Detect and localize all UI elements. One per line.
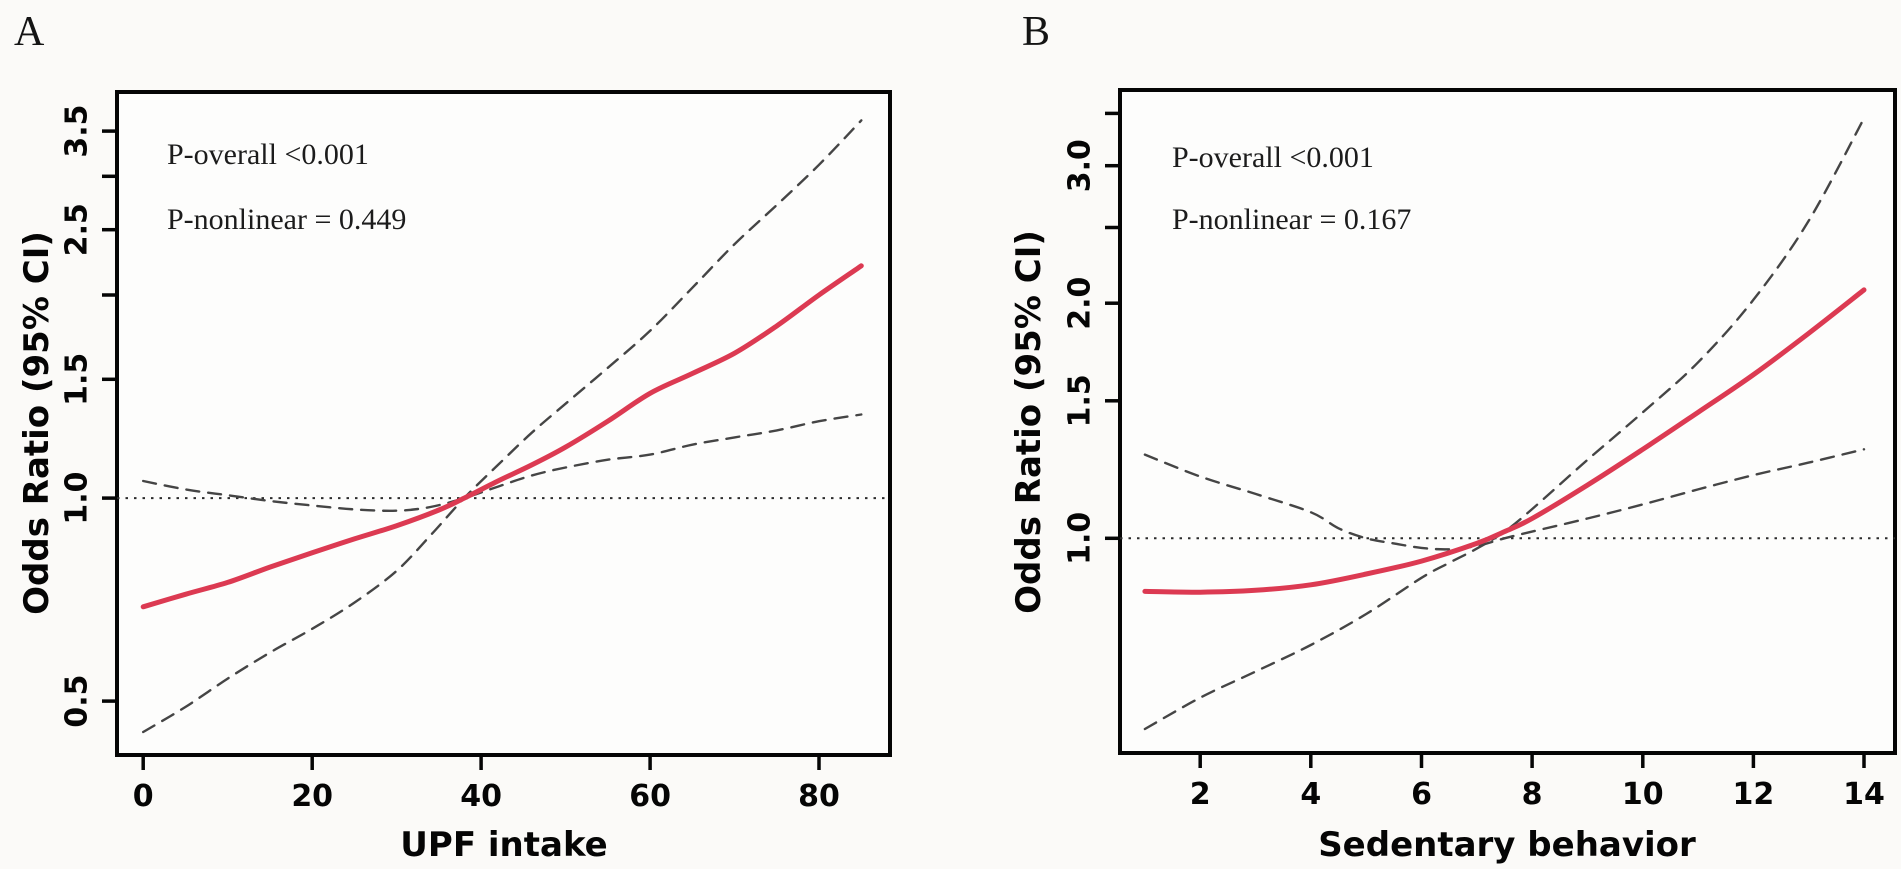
- x-tick-label: 8: [1522, 777, 1543, 812]
- x-tick-label: 80: [798, 779, 840, 814]
- p-nonlinear-annotation-a: P-nonlinear = 0.449: [167, 203, 407, 236]
- x-tick-label: 10: [1622, 777, 1664, 812]
- y-tick-label: 2.0: [1063, 277, 1098, 330]
- panel-b-letter: B: [1022, 9, 1051, 55]
- plot-border-A: [115, 90, 892, 757]
- y-tick-label: 2.5: [60, 203, 95, 256]
- x-tick-label: 4: [1300, 777, 1321, 812]
- y-tick-label: 0.5: [60, 675, 95, 728]
- x-tick-label: 6: [1411, 777, 1432, 812]
- x-axis-title-a: UPF intake: [400, 825, 608, 865]
- panel-a-letter: A: [14, 9, 45, 55]
- p-overall-annotation-b: P-overall <0.001: [1172, 141, 1374, 174]
- x-tick-label: 40: [460, 779, 502, 814]
- p-nonlinear-annotation-b: P-nonlinear = 0.167: [1172, 203, 1412, 236]
- estimate-curve-B: [1142, 287, 1867, 595]
- p-overall-annotation-a: P-overall <0.001: [167, 138, 369, 171]
- x-tick-label: 60: [629, 779, 671, 814]
- plot-border-B: [1118, 88, 1897, 755]
- x-tick-label: 0: [133, 779, 154, 814]
- x-axis-title-b: Sedentary behavior: [1318, 825, 1696, 865]
- ci-curve-A: [142, 413, 863, 512]
- ci-curve-A: [142, 119, 863, 734]
- x-tick-label: 14: [1843, 777, 1885, 812]
- x-tick-label: 12: [1733, 777, 1775, 812]
- estimate-curve-A: [140, 263, 864, 610]
- y-tick-label: 1.5: [60, 353, 95, 406]
- x-tick-label: 20: [291, 779, 333, 814]
- y-tick-label: 3.5: [60, 105, 95, 158]
- y-axis-title-b: Odds Ratio (95% CI): [1009, 230, 1049, 614]
- y-tick-label: 1.5: [1063, 374, 1098, 427]
- y-tick-label: 1.0: [60, 472, 95, 525]
- y-axis-title-a: Odds Ratio (95% CI): [17, 231, 57, 615]
- y-tick-label: 1.0: [1063, 512, 1098, 565]
- y-tick-label: 3.0: [1063, 139, 1098, 192]
- x-tick-label: 2: [1190, 777, 1211, 812]
